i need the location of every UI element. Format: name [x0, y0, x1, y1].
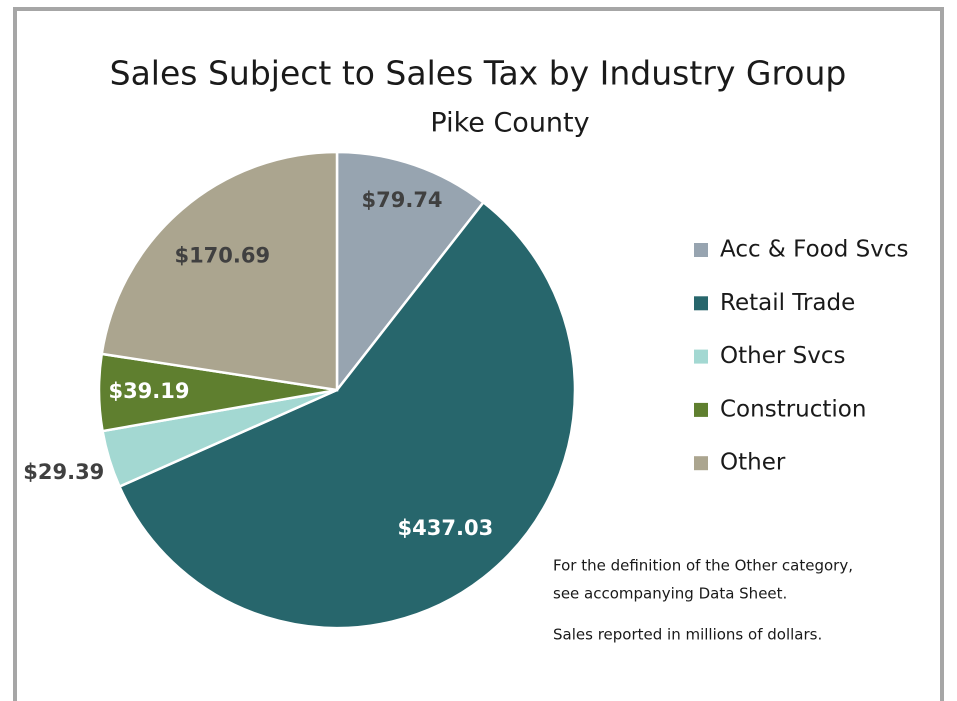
annotation: see accompanying Data Sheet.	[553, 585, 787, 603]
legend-label: Acc & Food Svcs	[720, 237, 908, 263]
legend-label: Other Svcs	[720, 343, 845, 369]
data-label: $29.39	[23, 460, 104, 484]
pie-slice	[117, 200, 577, 630]
legend-swatch	[694, 243, 708, 257]
legend-label: Retail Trade	[720, 290, 855, 316]
legend-label: Other	[720, 450, 786, 476]
annotation: Sales reported in millions of dollars.	[553, 626, 822, 644]
legend-swatch	[694, 456, 708, 471]
pie-slice	[335, 150, 486, 394]
legend-swatch	[694, 402, 708, 417]
chart-title: Sales Subject to Sales Tax by Industry G…	[110, 54, 847, 93]
legend-label: Construction	[720, 396, 866, 422]
chart-subtitle: Pike County	[430, 108, 589, 139]
annotation: For the definition of the Other category…	[553, 557, 853, 575]
data-label: $437.03	[398, 516, 494, 540]
data-label: $170.69	[174, 243, 270, 267]
pie-slice	[100, 150, 339, 392]
data-label: $39.19	[108, 379, 189, 403]
legend-swatch	[694, 296, 708, 311]
frame	[13, 7, 944, 701]
legend-swatch	[694, 349, 708, 364]
data-label: $79.74	[362, 188, 443, 212]
